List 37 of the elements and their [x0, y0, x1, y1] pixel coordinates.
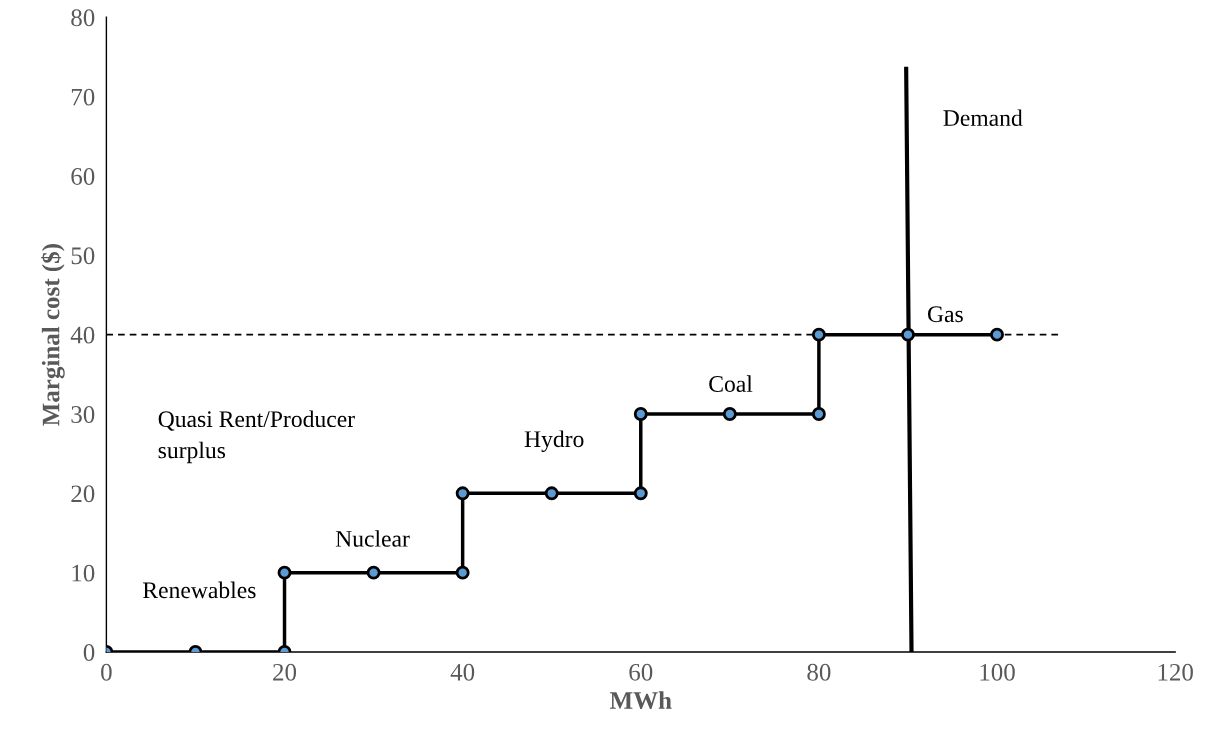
x-tick-label: 0	[101, 663, 112, 681]
point	[633, 486, 648, 501]
x-tick-label: 60	[629, 663, 653, 681]
point	[455, 486, 470, 501]
y-tick-label: 10	[72, 564, 95, 582]
point	[901, 327, 915, 342]
point	[990, 327, 1004, 342]
y-tick-label: 30	[71, 406, 95, 423]
y-tick-label: 80	[71, 9, 95, 27]
x-tick-label: 120	[1158, 663, 1193, 681]
annotation: Demand	[943, 109, 1023, 127]
y-axis-title: Marginal cost ($)	[41, 244, 65, 426]
x-tick-label: 80	[807, 663, 831, 681]
y-tick-label: 40	[70, 326, 95, 344]
point	[811, 327, 826, 342]
annotation: Quasi Rent/Producer surplus	[158, 410, 355, 464]
point	[544, 486, 559, 501]
y-tick-label: 20	[71, 485, 95, 503]
x-tick-label: 100	[980, 663, 1015, 681]
x-axis-title: MWh	[609, 691, 672, 710]
point	[277, 565, 292, 580]
point	[722, 407, 737, 421]
y-tick-label: 60	[71, 168, 95, 185]
annotation: Gas	[927, 306, 963, 323]
y-tick-label: 70	[71, 88, 95, 106]
y-tick-label: 0	[83, 644, 95, 661]
y-tick-label: 50	[71, 247, 95, 265]
annotation: Renewables	[143, 581, 256, 599]
annotation: Hydro	[524, 430, 584, 453]
x-tick-label: 20	[273, 663, 297, 681]
point	[633, 407, 648, 421]
point	[811, 407, 826, 421]
point	[455, 565, 470, 580]
annotation: Nuclear	[335, 530, 410, 547]
point	[366, 565, 381, 580]
annotation: Coal	[709, 375, 753, 392]
x-tick-label: 40	[450, 663, 475, 681]
